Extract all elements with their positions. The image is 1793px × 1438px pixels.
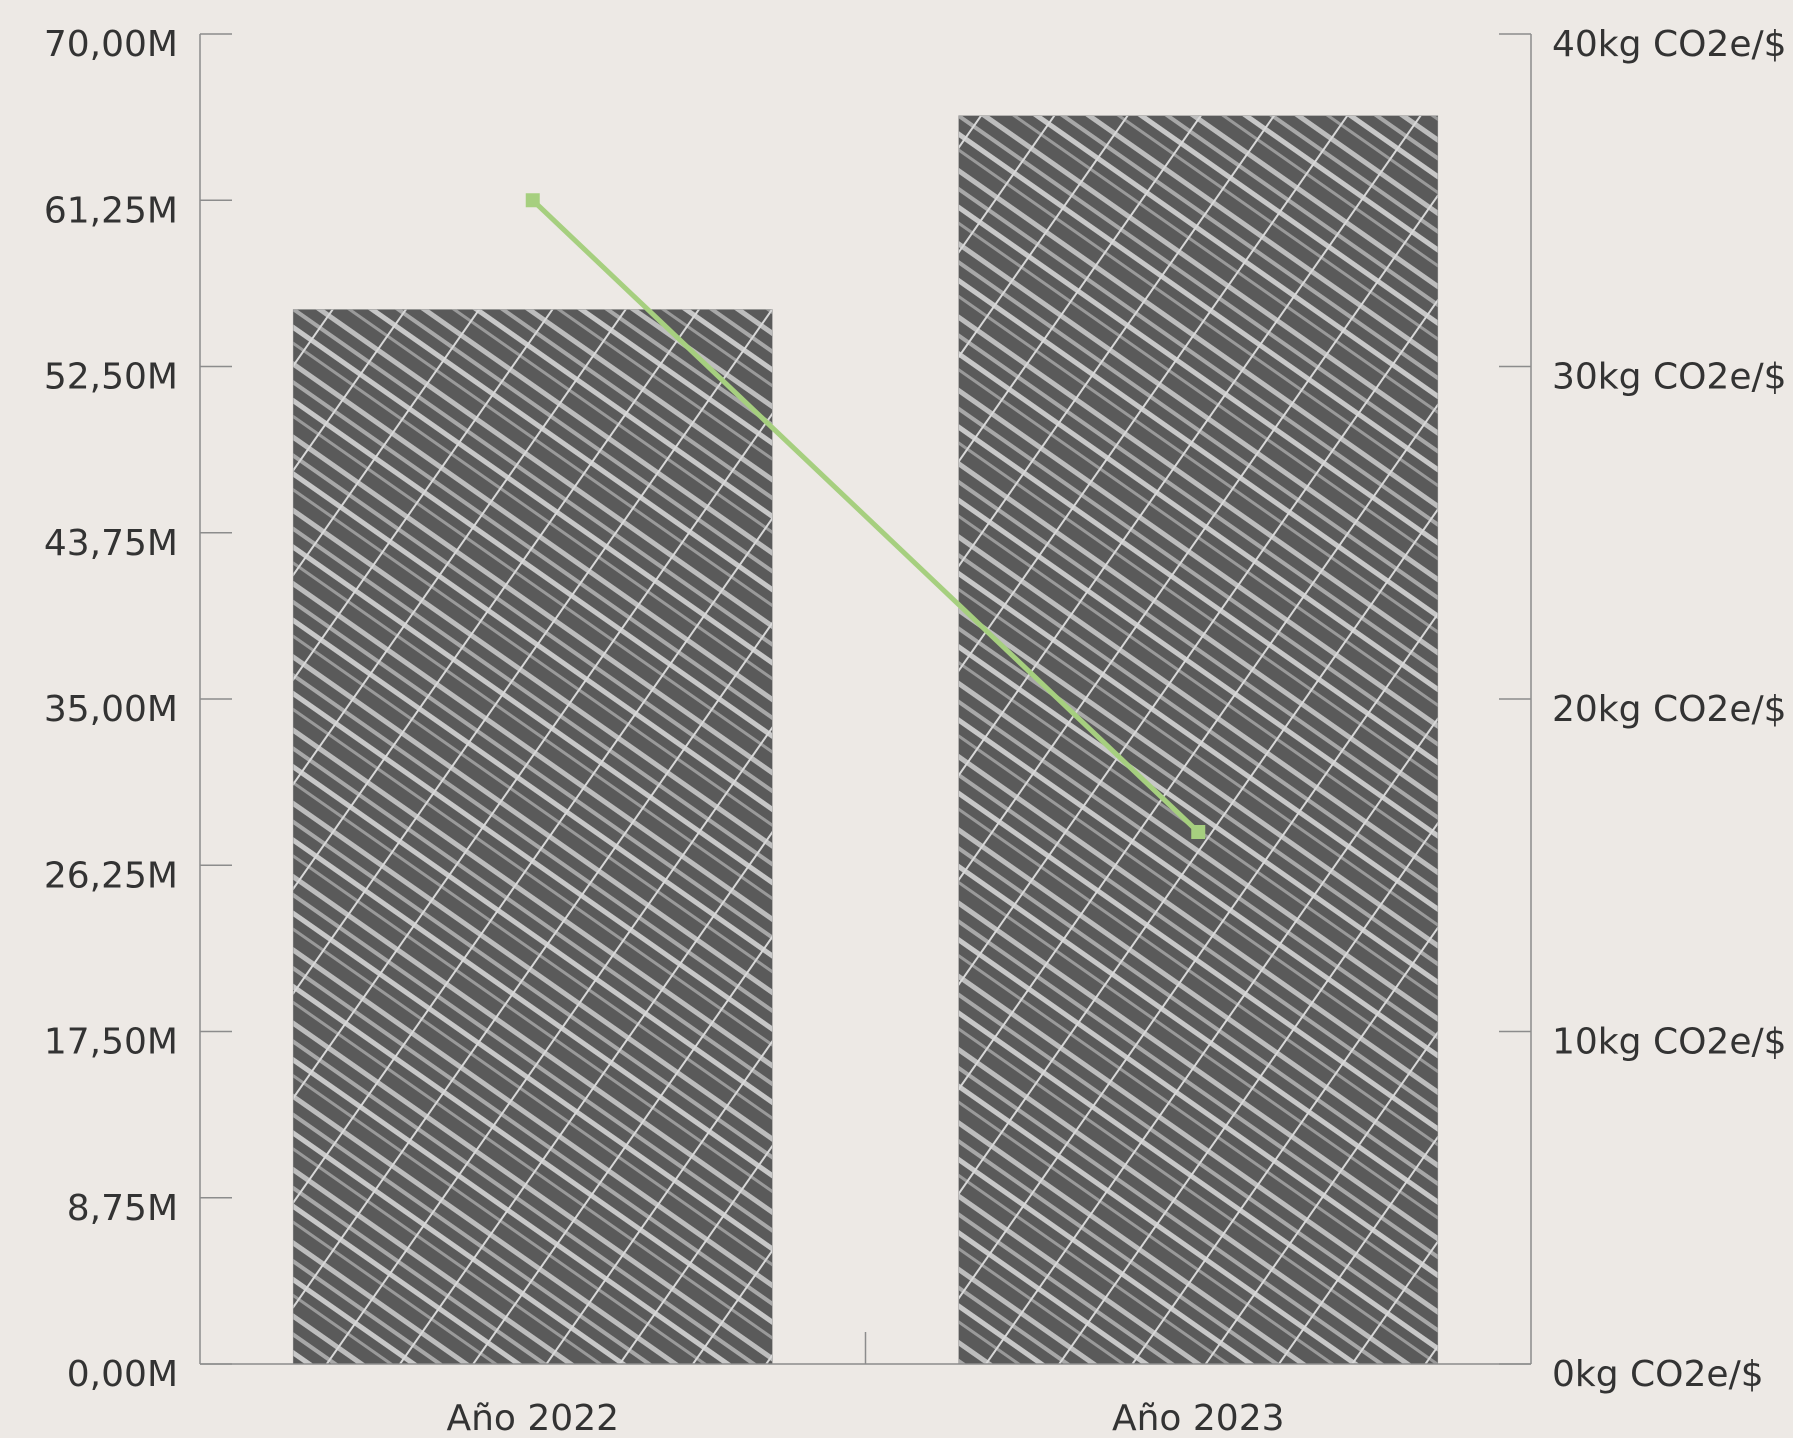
y-tick-label: 17,50M — [44, 1022, 178, 1063]
y-tick-label: 70,00M — [44, 24, 178, 65]
y2-tick-label: 0kg CO2e/$ — [1552, 1354, 1764, 1395]
y2-tick-label: 40kg CO2e/$ — [1552, 24, 1787, 65]
y-tick-label: 52,50M — [44, 357, 178, 398]
x-tick-label: Año 2022 — [446, 1398, 619, 1438]
y2-tick-label: 20kg CO2e/$ — [1552, 689, 1787, 730]
line-marker — [1191, 825, 1206, 839]
x-tick-label: Año 2023 — [1112, 1398, 1285, 1438]
y-tick-label: 8,75M — [67, 1188, 178, 1229]
y-tick-label: 0,00M — [67, 1354, 178, 1395]
y-tick-label: 61,25M — [44, 190, 178, 231]
bar — [292, 309, 773, 1365]
y-tick-label: 26,25M — [44, 855, 178, 896]
line — [531, 198, 1200, 834]
y2-tick-label: 30kg CO2e/$ — [1552, 357, 1787, 398]
bar — [958, 115, 1439, 1365]
y-tick-label: 35,00M — [44, 689, 178, 730]
y2-tick-label: 10kg CO2e/$ — [1552, 1022, 1787, 1063]
y-tick-label: 43,75M — [44, 523, 178, 564]
line-marker — [525, 193, 540, 208]
